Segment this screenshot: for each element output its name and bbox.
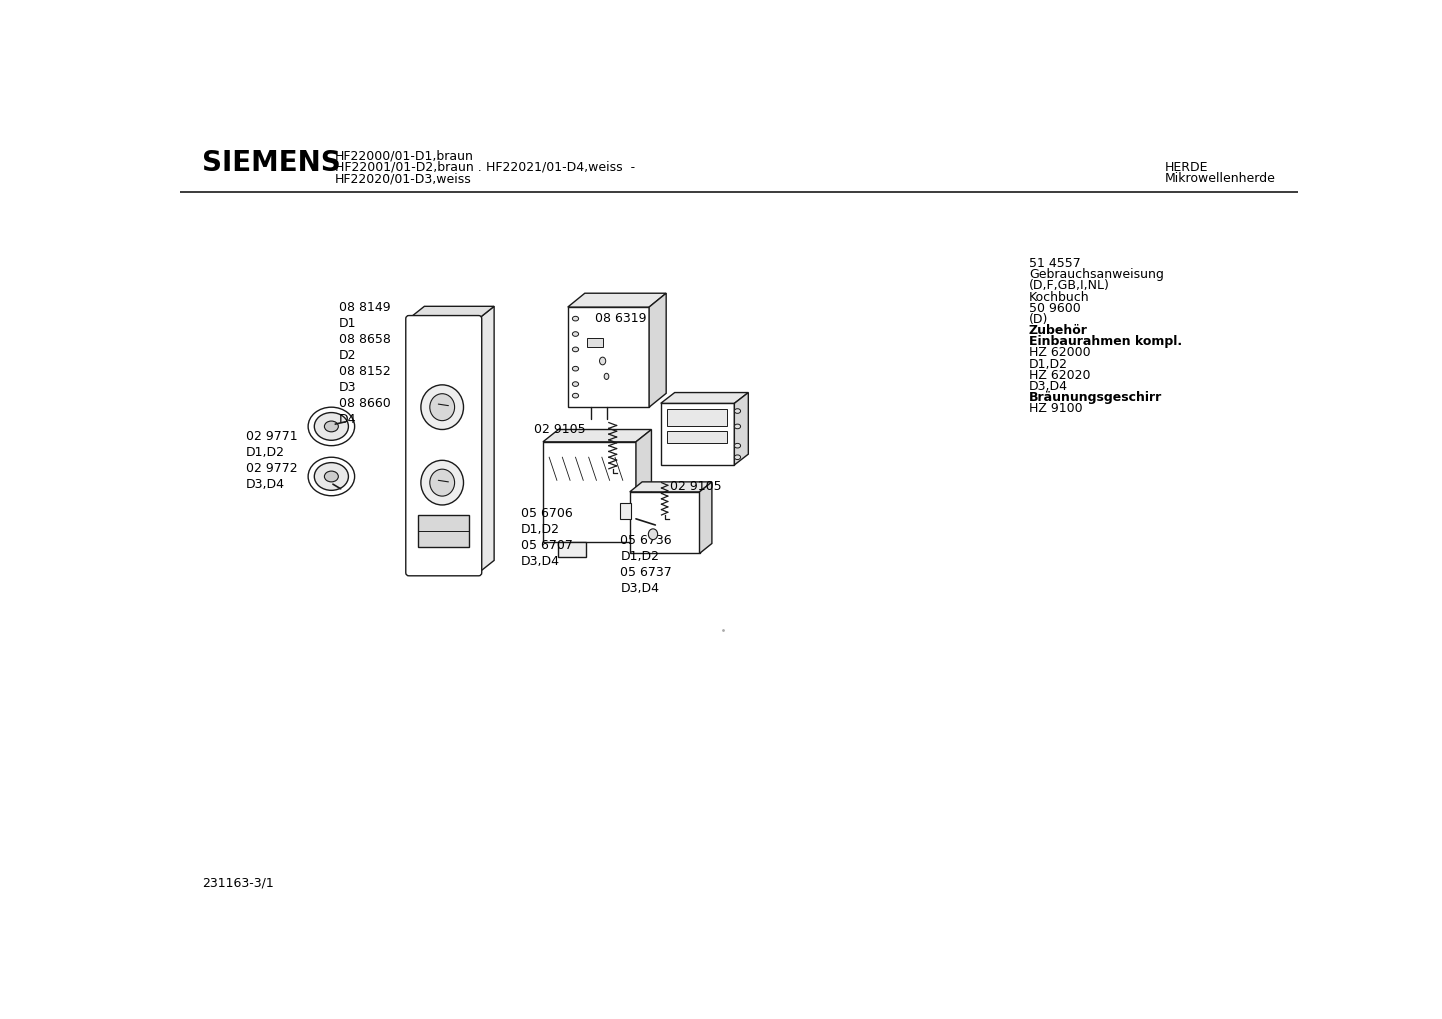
Text: 231163-3/1: 231163-3/1 [202,877,274,890]
Ellipse shape [309,408,355,445]
Ellipse shape [734,424,741,429]
Text: 50 9600: 50 9600 [1030,302,1080,315]
Ellipse shape [314,463,349,490]
Text: HF22020/01-D3,weiss: HF22020/01-D3,weiss [335,172,472,185]
Text: D1,D2: D1,D2 [1030,358,1069,371]
Text: 05 6706
D1,D2
05 6707
D3,D4: 05 6706 D1,D2 05 6707 D3,D4 [521,507,572,569]
Polygon shape [410,307,495,319]
Text: 02 9105: 02 9105 [534,423,585,435]
Ellipse shape [604,373,609,379]
Bar [620,503,632,519]
Ellipse shape [572,367,578,371]
Polygon shape [630,482,712,492]
Polygon shape [636,430,652,542]
Ellipse shape [430,393,454,421]
Ellipse shape [734,454,741,460]
Ellipse shape [600,357,606,365]
Ellipse shape [309,458,355,495]
Text: (D,F,GB,I,NL): (D,F,GB,I,NL) [1030,279,1110,292]
Ellipse shape [421,461,463,505]
FancyBboxPatch shape [405,316,482,576]
Ellipse shape [421,385,463,430]
Text: 05 6705: 05 6705 [675,411,727,424]
Ellipse shape [572,382,578,386]
Bar [668,431,727,443]
Polygon shape [699,482,712,553]
Text: HF22021/01-D4,weiss  -: HF22021/01-D4,weiss - [486,161,636,174]
Text: D3,D4: D3,D4 [1030,380,1069,393]
Text: HERDE: HERDE [1165,161,1208,174]
Polygon shape [734,392,748,465]
Text: (D): (D) [1030,313,1048,326]
Polygon shape [479,307,495,573]
Text: HF22000/01-D1,braun: HF22000/01-D1,braun [335,149,474,162]
Bar [418,515,469,547]
Ellipse shape [314,413,349,440]
Polygon shape [568,307,649,408]
Polygon shape [630,492,699,553]
Bar [587,338,603,347]
Polygon shape [544,442,636,542]
Ellipse shape [572,393,578,398]
Polygon shape [568,293,666,307]
Polygon shape [649,293,666,408]
Ellipse shape [734,409,741,414]
Text: 02 9771
D1,D2
02 9772
D3,D4: 02 9771 D1,D2 02 9772 D3,D4 [247,430,297,491]
Text: Gebrauchsanweisung: Gebrauchsanweisung [1030,268,1164,281]
Text: 08 6319: 08 6319 [596,312,646,325]
Ellipse shape [324,471,339,482]
Text: Mikrowellenherde: Mikrowellenherde [1165,172,1275,185]
Ellipse shape [734,443,741,448]
Text: HZ 62000: HZ 62000 [1030,346,1090,360]
Polygon shape [660,392,748,404]
Text: 51 4557: 51 4557 [1030,257,1080,270]
Text: HF22001/01-D2,braun .: HF22001/01-D2,braun . [335,161,482,174]
Bar [668,410,727,426]
Polygon shape [558,542,585,557]
Ellipse shape [324,421,339,432]
Text: 08 8149
D1
08 8658
D2
08 8152
D3
08 8660
D4: 08 8149 D1 08 8658 D2 08 8152 D3 08 8660… [339,301,391,426]
Text: Kochbuch: Kochbuch [1030,290,1090,304]
Text: 02 9105: 02 9105 [671,480,721,493]
Text: Zubehör: Zubehör [1030,324,1087,337]
Text: 05 6736
D1,D2
05 6737
D3,D4: 05 6736 D1,D2 05 6737 D3,D4 [620,534,672,595]
Text: Einbaurahmen kompl.: Einbaurahmen kompl. [1030,335,1182,348]
Text: HZ 9100: HZ 9100 [1030,403,1083,415]
Text: HZ 62020: HZ 62020 [1030,369,1090,382]
Polygon shape [660,404,734,465]
Polygon shape [544,430,652,442]
Ellipse shape [649,529,658,540]
Ellipse shape [572,332,578,336]
Ellipse shape [572,347,578,352]
Text: SIEMENS: SIEMENS [202,149,340,177]
Text: Bräunungsgeschirr: Bräunungsgeschirr [1030,391,1162,404]
Ellipse shape [572,316,578,321]
Ellipse shape [430,469,454,496]
